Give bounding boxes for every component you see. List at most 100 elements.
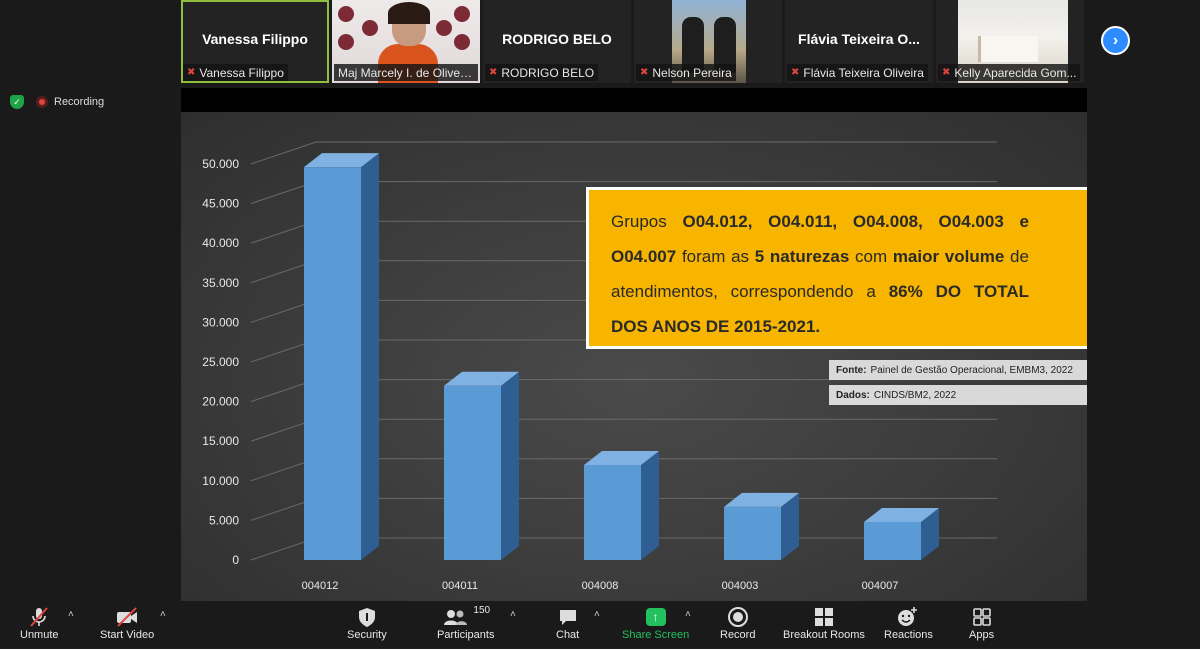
reactions-button[interactable]: Reactions xyxy=(884,605,933,641)
recording-dot-icon xyxy=(36,96,48,108)
unmute-button[interactable]: Unmute xyxy=(20,605,59,641)
callout-percentage: 86% DO TOTAL DOS ANOS DE 2015-2021. xyxy=(611,282,1029,336)
participant-display-name: RODRIGO BELO xyxy=(502,31,612,47)
participant-strip: Vanessa Filippo ✖ Vanessa Filippo Maj Mar… xyxy=(181,0,1087,83)
callout-box: Grupos O04.012, O04.011, O04.008, O04.00… xyxy=(586,187,1087,349)
mic-muted-icon: ✖ xyxy=(187,67,196,78)
record-label: Record xyxy=(720,629,756,641)
apps-button[interactable]: Apps xyxy=(969,605,994,641)
participant-name-tag: ✖ Kelly Aparecida Gom... xyxy=(938,64,1081,81)
source-text: Painel de Gestão Operacional, EMBM3, 202… xyxy=(870,364,1073,376)
data-label: Dados: xyxy=(836,389,870,401)
y-tick-label: 50.000 xyxy=(202,157,239,171)
bar-side xyxy=(361,153,379,560)
source-note: Fonte: Painel de Gestão Operacional, EMB… xyxy=(829,360,1087,380)
chat-bubble-icon xyxy=(557,605,579,629)
callout-text: foram as xyxy=(681,247,750,266)
apps-label: Apps xyxy=(969,629,995,641)
y-tick-label: 5.000 xyxy=(209,513,239,527)
participants-options-chevron-icon[interactable]: ˄ xyxy=(510,609,516,620)
video-options-chevron-icon[interactable]: ˄ xyxy=(160,609,166,620)
y-tick-label: 25.000 xyxy=(202,355,239,369)
chat-options-chevron-icon[interactable]: ˄ xyxy=(594,609,600,620)
share-screen-button[interactable]: ↑ Share Screen xyxy=(622,605,689,641)
shield-icon xyxy=(356,605,378,629)
shared-screen: 0 5.000 10.000 15.000 20.000 25.000 30.000 35.0… xyxy=(181,88,1087,601)
chat-label: Chat xyxy=(556,629,580,641)
participant-tile-vanessa[interactable]: Vanessa Filippo ✖ Vanessa Filippo xyxy=(181,0,329,83)
bar xyxy=(584,464,641,560)
breakout-rooms-button[interactable]: Breakout Rooms xyxy=(783,605,865,641)
start-video-label: Start Video xyxy=(100,629,155,641)
participant-name-tag: Maj Marcely I. de Oliveir... xyxy=(334,64,478,81)
reactions-label: Reactions xyxy=(884,629,933,641)
participant-label: Flávia Teixeira Oliveira xyxy=(803,65,924,80)
mic-muted-icon: ✖ xyxy=(489,67,498,78)
y-tick-label: 30.000 xyxy=(202,315,239,329)
share-options-chevron-icon[interactable]: ˄ xyxy=(685,609,691,620)
participants-label: Participants xyxy=(437,629,495,641)
callout-code: O04.007 xyxy=(611,247,677,266)
emoji-plus-icon xyxy=(896,605,920,629)
participant-tile-flavia[interactable]: Flávia Teixeira O... ✖ Flávia Teixeira Ol… xyxy=(785,0,933,83)
bar-top xyxy=(304,153,379,168)
security-button[interactable]: Security xyxy=(347,605,387,641)
callout-text: e xyxy=(1019,212,1029,231)
participant-label: Vanessa Filippo xyxy=(199,65,284,80)
participant-name-tag: ✖ Nelson Pereira xyxy=(636,64,736,81)
record-button[interactable]: Record xyxy=(720,605,755,641)
encryption-shield-icon[interactable]: ✓ xyxy=(10,95,24,109)
y-tick-label: 20.000 xyxy=(202,395,239,409)
breakout-rooms-label: Breakout Rooms xyxy=(783,629,865,641)
participant-label: Maj Marcely I. de Oliveir... xyxy=(338,65,474,80)
data-note: Dados: CINDS/BM2, 2022 xyxy=(829,385,1087,405)
callout-text: com xyxy=(854,247,888,266)
share-screen-icon: ↑ xyxy=(645,605,666,629)
bar xyxy=(724,506,781,560)
x-tick-label: 004012 xyxy=(302,580,339,592)
x-tick-label: 004007 xyxy=(862,580,899,592)
security-label: Security xyxy=(347,629,387,641)
callout-count: 5 naturezas xyxy=(754,247,850,266)
chat-button[interactable]: Chat xyxy=(556,605,579,641)
participant-name-tag: ✖ Vanessa Filippo xyxy=(183,64,288,81)
mic-muted-icon: ✖ xyxy=(942,67,951,78)
participant-tile-kelly[interactable]: ✖ Kelly Aparecida Gom... xyxy=(936,0,1084,83)
y-tick-label: 45.000 xyxy=(202,197,239,211)
participant-label: Kelly Aparecida Gom... xyxy=(954,65,1077,80)
participants-count: 150 xyxy=(473,605,491,616)
callout-text: Grupos xyxy=(611,212,667,231)
participant-tile-marcely[interactable]: Maj Marcely I. de Oliveir... xyxy=(332,0,480,83)
start-video-button[interactable]: Start Video xyxy=(100,605,154,641)
y-tick-label: 40.000 xyxy=(202,236,239,250)
apps-icon xyxy=(971,605,993,629)
participant-tile-rodrigo[interactable]: RODRIGO BELO ✖ RODRIGO BELO xyxy=(483,0,631,83)
mic-muted-icon xyxy=(28,605,50,629)
participants-button[interactable]: 150 Participants xyxy=(437,605,494,641)
next-page-button[interactable]: › xyxy=(1101,26,1130,55)
mic-muted-icon: ✖ xyxy=(791,67,800,78)
participant-display-name: Flávia Teixeira O... xyxy=(798,31,920,47)
bar-side xyxy=(781,492,799,560)
recording-indicator[interactable]: Recording xyxy=(36,96,104,108)
recording-label: Recording xyxy=(54,96,105,108)
bar xyxy=(444,385,501,560)
mic-muted-icon: ✖ xyxy=(640,67,649,78)
breakout-rooms-icon xyxy=(813,605,835,629)
participant-tile-nelson[interactable]: ✖ Nelson Pereira xyxy=(634,0,782,83)
record-icon xyxy=(727,605,749,629)
bar-top xyxy=(444,371,519,386)
bar-side xyxy=(641,450,659,560)
audio-options-chevron-icon[interactable]: ˄ xyxy=(68,609,74,620)
grid-line xyxy=(250,141,997,165)
meeting-toolbar: Unmute ˄ Start Video ˄ Security 150 Part… xyxy=(0,601,1200,649)
participant-name-tag: ✖ Flávia Teixeira Oliveira xyxy=(787,64,928,81)
bar-top xyxy=(724,492,799,507)
callout-codes: O04.012, O04.011, O04.008, O04.003 xyxy=(682,212,1004,231)
bar xyxy=(304,167,361,560)
y-tick-label: 35.000 xyxy=(202,276,239,290)
presentation-slide: 0 5.000 10.000 15.000 20.000 25.000 30.000 35.0… xyxy=(181,112,1087,601)
meeting-status: ✓ Recording xyxy=(10,95,104,109)
x-tick-label: 004008 xyxy=(582,580,619,592)
